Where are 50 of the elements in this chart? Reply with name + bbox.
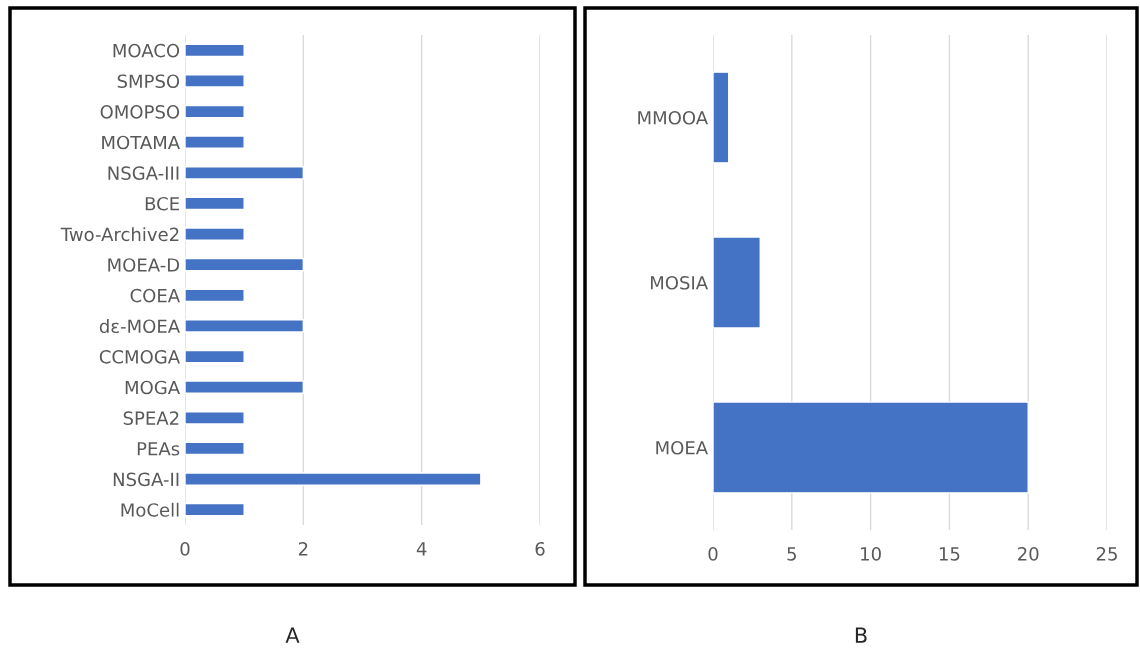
bar — [185, 319, 305, 333]
y-tick-label: MoCell — [121, 502, 179, 517]
bar — [185, 288, 245, 303]
y-tick-label: NSGA-II — [113, 472, 179, 487]
bar — [185, 410, 245, 425]
bar — [185, 349, 245, 364]
bar — [185, 104, 245, 119]
bar — [185, 196, 245, 211]
y-tick-label: Two-Archive2 — [60, 227, 179, 242]
y-tick-label: dε-MOEA — [99, 319, 180, 334]
bar — [185, 472, 482, 486]
x-tick-label: 6 — [535, 541, 545, 556]
y-tick-label: MMOOA — [638, 110, 708, 125]
bar — [185, 502, 245, 517]
bar — [185, 380, 305, 395]
y-tick-label: CCMOGA — [99, 350, 180, 364]
bar — [713, 71, 730, 164]
x-axis-title: B — [855, 627, 867, 643]
bar — [185, 43, 245, 58]
x-tick-label: 0 — [180, 541, 190, 556]
bar — [713, 236, 761, 329]
y-tick-label: NSGA-III — [108, 166, 179, 180]
y-tick-label: SMPSO — [117, 74, 180, 89]
y-tick-label: MOSIA — [650, 275, 708, 290]
x-tick-label: 25 — [1096, 546, 1117, 561]
y-tick-label: COEA — [130, 288, 180, 303]
bar — [185, 257, 305, 272]
bar — [185, 74, 245, 88]
bar — [185, 441, 245, 456]
bar — [713, 401, 1029, 494]
y-tick-label: MOACO — [113, 43, 180, 58]
y-tick-label: MOEA — [656, 440, 708, 455]
x-axis-title: A — [285, 627, 300, 643]
x-tick-label: 0 — [708, 546, 718, 561]
x-tick-label: 5 — [787, 547, 796, 561]
y-tick-label: MOGA — [125, 380, 180, 395]
bar — [185, 227, 245, 241]
bar — [185, 135, 245, 150]
bar — [185, 165, 305, 180]
x-tick-label: 15 — [939, 547, 960, 561]
x-tick-label: 2 — [298, 541, 308, 556]
y-tick-label: PEAs — [137, 442, 180, 456]
x-tick-label: 20 — [1018, 546, 1039, 561]
y-tick-label: OMOPSO — [100, 105, 180, 119]
y-tick-label: SPEA2 — [123, 411, 179, 425]
y-tick-label: MOEA-D — [108, 258, 180, 272]
y-tick-label: MOTAMA — [102, 135, 180, 150]
y-tick-label: BCE — [145, 196, 179, 211]
x-tick-label: 10 — [861, 546, 881, 561]
x-tick-label: 4 — [416, 542, 427, 556]
